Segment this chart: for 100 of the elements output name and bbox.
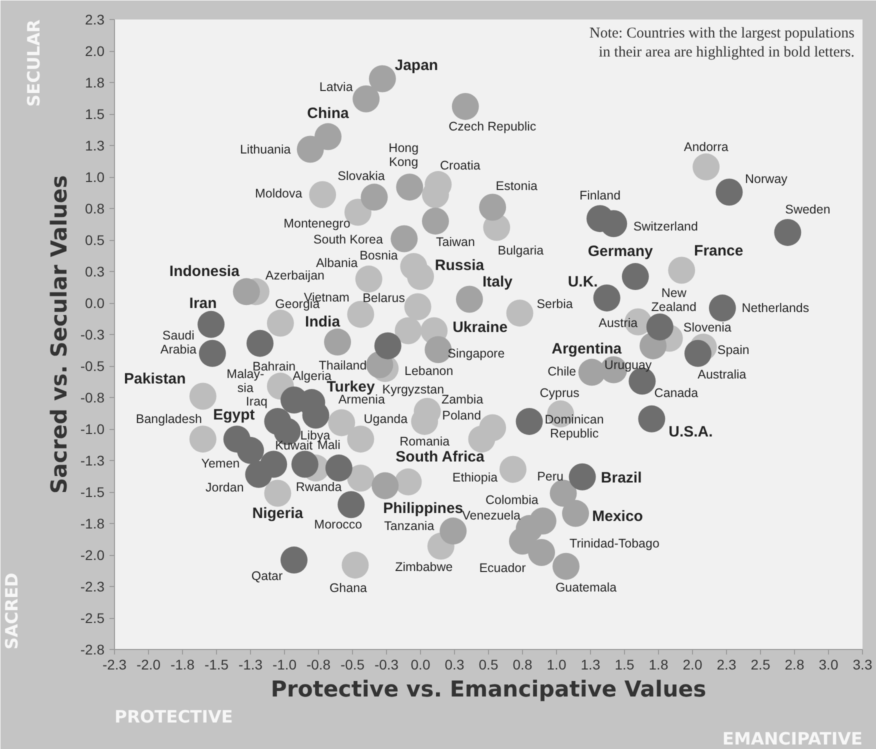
annotation: U.K.	[568, 273, 598, 290]
point	[516, 408, 543, 435]
point	[550, 480, 577, 507]
y-tick-label: 1.5	[85, 106, 105, 122]
annotation: Taiwan	[436, 235, 475, 250]
point	[568, 463, 596, 490]
annotation: Peru	[537, 469, 564, 484]
annotation: Netherlands	[742, 301, 810, 316]
y-tick-label: 1.0	[85, 169, 105, 185]
y-tick-label: -2.0	[80, 547, 105, 563]
y-tick-label: -1.3	[80, 452, 105, 468]
annotation: Hong Kong	[388, 141, 419, 170]
x-tick-label: 1.8	[648, 656, 668, 672]
point	[552, 552, 580, 580]
annotation: Colombia	[486, 492, 538, 507]
annotation: Morocco	[314, 518, 362, 532]
point	[562, 500, 590, 527]
y-tick-label: 1.3	[85, 138, 105, 154]
annotation: Trinidad-Tobago	[570, 536, 660, 550]
y-tick-label: 0.8	[85, 200, 105, 216]
annotation: Argentina	[552, 340, 622, 358]
annotation: Australia	[698, 367, 746, 382]
annotation: Uruguay	[604, 358, 652, 372]
annotation: Ukraine	[452, 319, 508, 336]
point	[342, 552, 369, 579]
point	[189, 382, 216, 410]
point	[452, 92, 479, 120]
x-tick-label: 2.8	[784, 656, 804, 672]
point	[456, 286, 483, 313]
annotation: Uganda	[364, 412, 408, 426]
point	[509, 528, 536, 555]
annotation: Azerbaijan	[265, 268, 325, 283]
y-tick-label: -0.5	[80, 358, 105, 374]
point	[390, 225, 418, 252]
point	[499, 456, 526, 483]
annotation: Ecuador	[479, 561, 526, 576]
annotation: Poland	[442, 408, 482, 423]
annotation: Switzerland	[633, 220, 698, 234]
point	[394, 468, 422, 496]
annotation: Jordan	[206, 480, 244, 494]
x-tick-label: 1.0	[546, 656, 566, 672]
annotation: Cyprus	[540, 386, 580, 400]
annotation: Russia	[434, 257, 485, 274]
point	[422, 208, 449, 235]
point	[716, 178, 743, 206]
annotation: Italy	[482, 274, 514, 291]
annotation: Canada	[654, 386, 698, 400]
point	[189, 426, 216, 453]
x-tick-label: 2.5	[750, 656, 770, 672]
annotation: Andorra	[684, 140, 728, 154]
annotation: Philippines	[383, 500, 464, 518]
point	[394, 317, 422, 344]
point	[692, 153, 720, 180]
annotation: Guatemala	[555, 580, 617, 594]
x-tick-label: 0.5	[478, 656, 498, 672]
y-tick-label: 0.3	[85, 264, 105, 280]
point	[638, 405, 666, 432]
point	[646, 313, 674, 340]
annotation: Romania	[400, 434, 450, 448]
y-tick-label: 1.8	[85, 74, 105, 90]
point	[246, 330, 274, 357]
annotation: Bosnia	[360, 248, 398, 262]
x-tick-label: 3.3	[852, 656, 872, 672]
annotation: Note: Countries with the largest populations in their area are highlighted in bold letters.	[589, 26, 855, 61]
y-tick-label: 0.0	[85, 295, 105, 311]
x-tick-label: -1.0	[272, 656, 297, 672]
annotation: Venezuela	[462, 508, 521, 523]
point	[506, 300, 534, 327]
annotation: Iraq	[246, 394, 268, 408]
y-axis-title: Sacred vs. Secular Values	[47, 175, 72, 494]
point	[338, 491, 365, 518]
annotation: Egypt	[213, 406, 255, 424]
point	[264, 480, 292, 507]
annotation: U.S.A.	[668, 423, 713, 440]
x-tick-label: 0.3	[444, 656, 464, 672]
x-tick-label: -1.3	[238, 656, 263, 672]
annotation: Qatar	[251, 569, 283, 584]
point	[309, 181, 336, 208]
x-tick-label: -2.3	[102, 656, 127, 672]
x-tick-label: 1.3	[580, 656, 600, 672]
point	[198, 310, 225, 338]
point	[407, 263, 434, 290]
point	[578, 358, 606, 386]
annotation: Iran	[189, 294, 217, 312]
annotation: Montenegro	[284, 216, 350, 230]
point	[245, 460, 272, 488]
point	[684, 340, 712, 367]
point	[347, 426, 374, 453]
x-tick-label: -1.8	[170, 656, 195, 672]
point	[374, 332, 402, 360]
annotation: Pakistan	[124, 370, 186, 388]
point	[296, 136, 324, 163]
point	[368, 65, 396, 92]
point	[396, 174, 424, 201]
annotation: South Korea	[313, 232, 383, 247]
annotation: Yemen	[201, 456, 240, 470]
y-tick-label: 2.0	[85, 43, 105, 59]
annotation: Japan	[394, 57, 438, 74]
annotation: Bulgaria	[498, 243, 544, 258]
annotation: Latvia	[319, 80, 353, 94]
